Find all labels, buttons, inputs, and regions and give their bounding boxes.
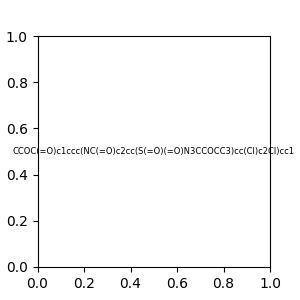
Text: CCOC(=O)c1ccc(NC(=O)c2cc(S(=O)(=O)N3CCOCC3)cc(Cl)c2Cl)cc1: CCOC(=O)c1ccc(NC(=O)c2cc(S(=O)(=O)N3CCOC… (13, 147, 295, 156)
